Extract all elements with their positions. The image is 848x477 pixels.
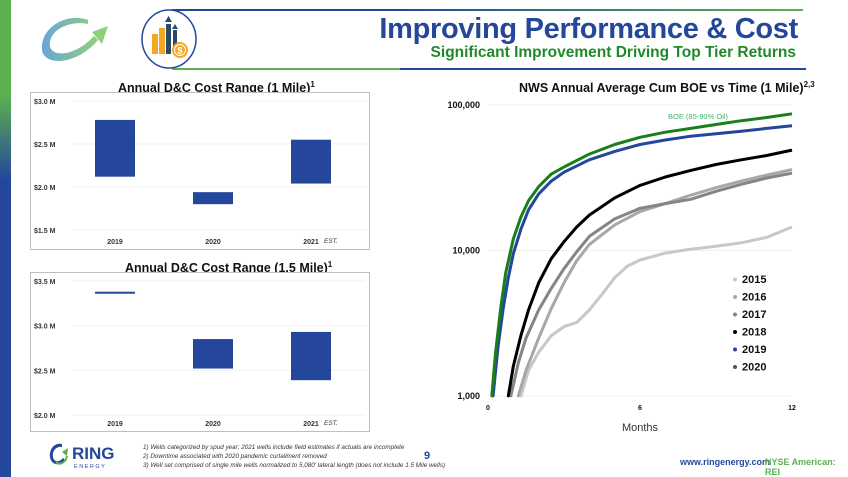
website-link[interactable]: www.ringenergy.com: [680, 457, 771, 467]
page-subtitle: Significant Improvement Driving Top Tier…: [430, 44, 796, 61]
chart2-xtick-label: 2020: [205, 421, 221, 428]
chart1-ytick-label: $1.5 M: [34, 228, 56, 235]
footnote-2: 2) Downtime associated with 2020 pandemi…: [143, 453, 327, 460]
chart2-bar-2019: [95, 291, 135, 294]
chart1-xtick-suffix: EST.: [324, 238, 338, 245]
chart3-legend-label-2015: 2015: [742, 274, 766, 286]
chart2-xtick-label: 2021: [303, 421, 319, 428]
chart3-svg: 100,000 10,000 1,000 0 6 12 Months BOE (85-90% …: [447, 100, 796, 434]
chart3-series-2017: [509, 171, 793, 398]
chart3-legend-label-2019: 2019: [742, 344, 766, 356]
chart2-title-footnote: 1: [327, 260, 333, 269]
brand-sidebar-stripe: [0, 0, 11, 477]
stock-ticker: NYSE American: REI: [765, 457, 836, 477]
chart2-ytick-label: $3.5 M: [34, 279, 56, 286]
chart3-xtick-label: 12: [788, 405, 796, 412]
chart2-bar-2020: [193, 339, 233, 369]
ring-energy-logo-icon: RING E N E R G Y: [49, 443, 115, 470]
chart1-svg: $3.0 M $2.5 M $2.0 M $1.5 M 2019 2020 2021 EST.: [30, 92, 370, 250]
chart2-xtick-label: 2019: [107, 421, 123, 428]
footer-company-sub: E N E R G Y: [74, 464, 105, 470]
chart3-line-2015: [519, 225, 793, 397]
header-rule-top-right: [400, 9, 803, 11]
chart3-series-2019: [491, 124, 793, 398]
chart3-line-2018: [506, 148, 793, 397]
chart1-ytick-label: $2.5 M: [34, 142, 56, 149]
chart1-bar-2019: [95, 119, 135, 177]
chart3-legend-label-2017: 2017: [742, 309, 766, 321]
page-number: 9: [424, 450, 431, 462]
chart3-ytick-label: 10,000: [452, 246, 480, 256]
header-rule-bottom-right: [400, 68, 806, 70]
chart2-ytick-label: $2.0 M: [34, 413, 56, 420]
chart3-series-2016: [516, 168, 793, 398]
chart1-xtick-label: 2019: [107, 239, 123, 246]
chart2-ytick-label: $2.5 M: [34, 368, 56, 375]
header-rule-bottom: [172, 68, 404, 70]
chart3-legend-label-2016: 2016: [742, 292, 766, 304]
chart3-ytick-label: 100,000: [447, 100, 480, 110]
chart3-series-2015: [519, 225, 793, 398]
chart3-line-2016: [516, 168, 793, 397]
chart3-x-axis-label: Months: [622, 422, 659, 434]
chart3-title: NWS Annual Average Cum BOE vs Time (1 Mi…: [519, 80, 815, 95]
chart3-ytick-label: 1,000: [457, 391, 480, 401]
chart3-xtick-label: 6: [638, 405, 642, 412]
chart2-ytick-label: $3.0 M: [34, 324, 56, 331]
chart1-title: Annual D&C Cost Range (1 Mile)1: [118, 80, 315, 95]
ring-swoosh-logo-icon: [41, 17, 108, 61]
chart3-title-text: NWS Annual Average Cum BOE vs Time (1 Mi…: [519, 81, 804, 96]
chart3-line-2020: [490, 112, 793, 397]
chart3-legend-label-2018: 2018: [742, 327, 766, 339]
chart1-xtick-label: 2021: [303, 239, 319, 246]
chart2-bar-2021: [291, 331, 331, 381]
header-rule-top: [172, 9, 404, 11]
chart3-xtick-label: 0: [486, 405, 490, 412]
chart3-legend-marker-2019: [733, 347, 737, 352]
chart2-title: Annual D&C Cost Range (1.5 Mile)1: [125, 260, 332, 275]
chart1-ytick-label: $2.0 M: [34, 185, 56, 192]
chart3-annotation: BOE (85-90% Oil): [668, 112, 729, 121]
chart3-legend-marker-2020: [733, 365, 737, 369]
footnotes: 1) Wells categorized by spud year; 2021 …: [143, 443, 445, 470]
chart3-legend-marker-2015: [733, 277, 737, 282]
chart2-xtick-suffix: EST.: [324, 420, 338, 427]
chart2-title-text: Annual D&C Cost Range (1.5 Mile): [125, 261, 328, 276]
bar-chart-dollar-icon: $: [141, 9, 197, 69]
chart1-bar-2021: [291, 139, 331, 184]
footnote-3: 3) Well set comprised of single mile wel…: [143, 462, 446, 469]
chart3-series-2018: [506, 148, 793, 398]
svg-text:$: $: [177, 46, 182, 56]
chart3-legend-marker-2017: [733, 312, 737, 317]
chart1-title-footnote: 1: [310, 80, 315, 89]
chart3-line-2017: [509, 171, 793, 397]
footnote-1: 1) Wells categorized by spud year; 2021 …: [143, 444, 405, 451]
chart3-legend-label-2020: 2020: [742, 362, 766, 374]
chart1-title-text: Annual D&C Cost Range (1 Mile): [118, 81, 311, 96]
chart1-xtick-label: 2020: [205, 239, 221, 246]
chart3-legend-marker-2016: [733, 295, 737, 299]
chart1-bar-2020: [193, 192, 233, 205]
chart3-series-2020: [490, 112, 793, 398]
chart3-title-footnote: 2,3: [803, 80, 815, 89]
chart2-svg: $3.5 M $3.0 M $2.5 M $2.0 M 2019 2020 2021 EST.: [30, 272, 370, 432]
chart3-legend-marker-2018: [733, 330, 737, 334]
chart3-line-2019: [491, 124, 793, 397]
page-title: Improving Performance & Cost: [379, 13, 798, 45]
chart1-ytick-label: $3.0 M: [34, 99, 56, 106]
footer-company-name: RING: [72, 444, 115, 463]
